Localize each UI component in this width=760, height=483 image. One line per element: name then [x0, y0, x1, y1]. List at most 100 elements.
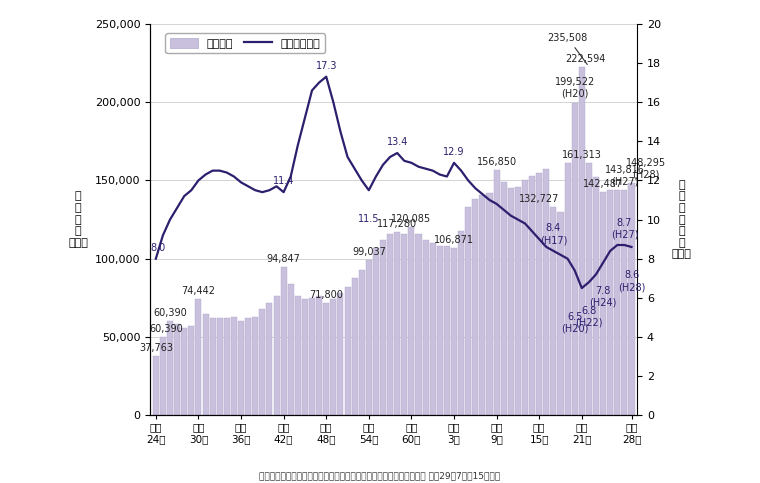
Bar	[579, 67, 585, 415]
Text: 117,280: 117,280	[377, 218, 417, 228]
Text: 132,727: 132,727	[519, 194, 559, 204]
Bar	[231, 317, 237, 415]
Text: 120,085: 120,085	[391, 214, 432, 224]
Text: 出典：最高裁判所事務総局（裁判の迅速化に係る検証に関する報告書 平成29年7月）15ページ: 出典：最高裁判所事務総局（裁判の迅速化に係る検証に関する報告書 平成29年7月）…	[259, 471, 501, 481]
Text: 8.4
(H17): 8.4 (H17)	[540, 224, 567, 245]
Text: 161,313: 161,313	[562, 150, 602, 159]
Bar	[408, 227, 414, 415]
Text: 142,487: 142,487	[583, 179, 623, 189]
Bar	[416, 234, 422, 415]
Text: 71,800: 71,800	[309, 290, 344, 300]
Bar	[600, 192, 606, 415]
Bar	[252, 317, 258, 415]
Text: 148,295
(H28): 148,295 (H28)	[625, 158, 666, 180]
Bar	[522, 181, 528, 415]
Bar	[508, 188, 514, 415]
Bar	[316, 296, 322, 415]
Bar	[444, 246, 450, 415]
Bar	[565, 163, 571, 415]
Text: 60,390: 60,390	[154, 308, 187, 318]
Bar	[181, 327, 187, 415]
Bar	[280, 267, 287, 415]
Bar	[423, 240, 429, 415]
Bar	[394, 232, 401, 415]
Bar	[267, 302, 272, 415]
Bar	[238, 321, 244, 415]
Text: 99,037: 99,037	[352, 247, 386, 257]
Bar	[629, 183, 635, 415]
Bar	[259, 309, 265, 415]
Bar	[337, 293, 344, 415]
Bar	[593, 177, 599, 415]
Bar	[480, 195, 486, 415]
Y-axis label: 新
受
件
数
（件）: 新 受 件 数 （件）	[68, 191, 88, 248]
Text: 6.5
(H20): 6.5 (H20)	[561, 312, 588, 333]
Bar	[401, 234, 407, 415]
Text: 37,763: 37,763	[139, 343, 173, 353]
Text: 156,850: 156,850	[477, 156, 517, 167]
Bar	[174, 325, 180, 415]
Bar	[309, 298, 315, 415]
Bar	[195, 299, 201, 415]
Text: 8.6
(H28): 8.6 (H28)	[618, 270, 645, 292]
Text: 7.8
(H24): 7.8 (H24)	[590, 286, 617, 308]
Bar	[373, 248, 379, 415]
Text: 11.4: 11.4	[273, 176, 294, 186]
Text: 60,390: 60,390	[150, 324, 183, 334]
Bar	[202, 313, 208, 415]
Bar	[537, 172, 542, 415]
Bar	[344, 287, 350, 415]
Bar	[543, 170, 549, 415]
Text: 74,442: 74,442	[182, 285, 215, 296]
Bar	[359, 270, 365, 415]
Bar	[323, 303, 329, 415]
Bar	[550, 208, 556, 415]
Bar	[160, 337, 166, 415]
Text: 199,522
(H20): 199,522 (H20)	[555, 77, 595, 98]
Bar	[437, 246, 443, 415]
Text: 13.4: 13.4	[387, 137, 408, 147]
Bar	[586, 163, 592, 415]
Bar	[493, 170, 499, 415]
Bar	[387, 234, 393, 415]
Bar	[614, 190, 620, 415]
Y-axis label: 平
均
審
理
期
間
（月）: 平 均 審 理 期 間 （月）	[672, 180, 692, 259]
Bar	[366, 260, 372, 415]
Bar	[472, 199, 478, 415]
Bar	[302, 299, 308, 415]
Bar	[607, 190, 613, 415]
Bar	[167, 321, 173, 415]
Text: 8.0: 8.0	[150, 243, 166, 253]
Bar	[210, 318, 216, 415]
Bar	[501, 182, 507, 415]
Bar	[465, 207, 471, 415]
Bar	[622, 190, 628, 415]
Bar	[288, 284, 294, 415]
Legend: 新受件数, 平均審理期間: 新受件数, 平均審理期間	[166, 33, 325, 53]
Bar	[558, 212, 563, 415]
Text: 106,871: 106,871	[434, 235, 474, 245]
Text: 11.5: 11.5	[358, 213, 379, 224]
Bar	[223, 318, 230, 415]
Bar	[529, 176, 535, 415]
Bar	[429, 243, 435, 415]
Text: 235,508: 235,508	[547, 33, 587, 65]
Text: 17.3: 17.3	[315, 61, 337, 71]
Bar	[458, 230, 464, 415]
Bar	[352, 278, 358, 415]
Text: 8.7
(H27): 8.7 (H27)	[610, 217, 638, 239]
Bar	[515, 187, 521, 415]
Bar	[217, 318, 223, 415]
Text: 94,847: 94,847	[267, 254, 300, 264]
Bar	[188, 326, 195, 415]
Bar	[572, 103, 578, 415]
Bar	[451, 248, 457, 415]
Bar	[153, 356, 159, 415]
Bar	[380, 240, 386, 415]
Bar	[295, 296, 301, 415]
Bar	[486, 193, 492, 415]
Text: 12.9: 12.9	[443, 147, 465, 157]
Text: 143,816
(H27): 143,816 (H27)	[604, 165, 644, 187]
Bar	[245, 318, 251, 415]
Text: 222,594: 222,594	[565, 54, 606, 64]
